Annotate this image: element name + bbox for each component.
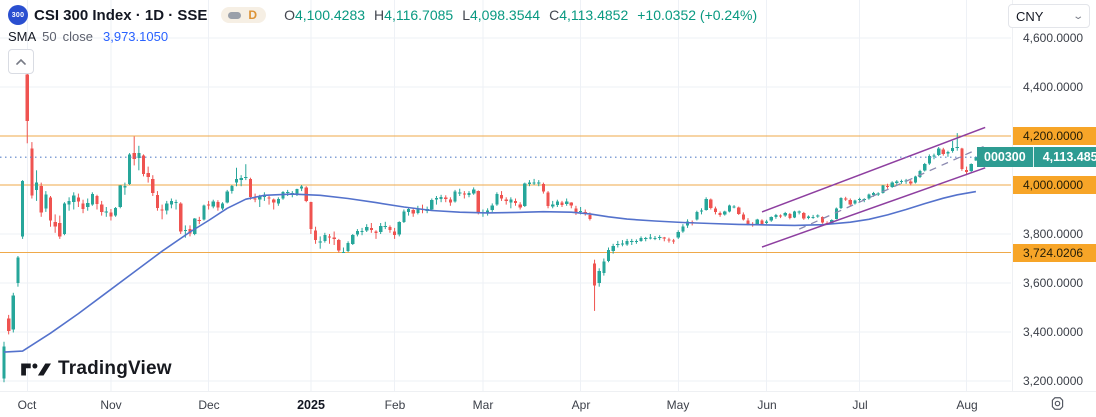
high-value: 4,116.7085 [384,7,454,23]
price-axis-label: 3,400.0000 [1023,325,1084,339]
currency-selector[interactable]: CNY ⌄ [1008,4,1090,28]
symbol-logo[interactable]: 300 [8,5,28,25]
indicator-source: close [62,29,93,44]
price-axis-label: 4,600.0000 [1023,31,1084,45]
symbol-header: 300 CSI 300 Index · 1D · SSE D O4,100.42… [8,5,757,25]
chevron-up-icon [16,58,26,65]
ohlc-readout: O4,100.4283 H4,116.7085 L4,098.3544 C4,1… [284,7,757,23]
time-axis-label: Dec [198,398,220,412]
last-price-label: 000300 4,113.4852 [977,147,1096,167]
horizontal-ray-price-badge: 4,200.0000 [1013,127,1096,145]
time-axis[interactable]: Oct Nov Dec 2025 Feb Mar Apr May Jun Jul Aug [0,391,1096,417]
indicator-legend[interactable]: SMA 50 close 3,973.1050 [8,29,168,44]
open-value: 4,100.4283 [294,7,366,23]
trend-channel[interactable] [761,126,986,248]
tradingview-logo-text: TradingView [58,358,172,379]
gear-icon [1051,396,1063,410]
chevron-down-icon: ⌄ [1071,10,1084,22]
open-label: O [284,7,295,23]
price-axis-label: 3,200.0000 [1023,374,1084,388]
time-axis-label: 2025 [297,398,325,412]
currency-value: CNY [1016,8,1044,24]
time-axis-label: Nov [100,398,122,412]
collapse-legend-button[interactable] [8,49,34,74]
time-axis-label: Apr [571,398,591,412]
series-ticker-tag: 000300 [977,147,1034,167]
indicator-period: 50 [42,29,57,44]
interval-label: D [248,8,258,22]
time-axis-label: Jul [852,398,868,412]
time-axis-label: Aug [956,398,978,412]
last-price-value: 4,113.4852 [1042,150,1096,164]
minus-icon [228,11,242,19]
time-axis-label: Jun [757,398,777,412]
indicator-value: 3,973.1050 [103,29,169,44]
price-axis[interactable]: 4,600.0000 4,400.0000 3,800.0000 3,600.0000… [1012,0,1096,391]
symbol-title[interactable]: CSI 300 Index · 1D · SSE [34,6,208,24]
tradingview-attribution[interactable]: TradingView [20,358,172,380]
tradingview-logo-icon [21,363,51,375]
interval-toggle[interactable]: D [221,7,267,23]
close-label: C [549,7,560,23]
price-axis-label: 3,600.0000 [1023,276,1084,290]
low-label: L [462,7,470,23]
sma50-line[interactable] [3,190,977,353]
time-axis-label: May [666,398,690,412]
close-value: 4,113.4852 [559,7,629,23]
change-value: +10.0352 (+0.24%) [637,7,758,23]
horizontal-ray-price-badge: 3,724.0206 [1013,244,1096,262]
horizontal-rays[interactable] [0,135,1011,254]
indicator-name: SMA [8,29,37,44]
price-scale-settings-button[interactable] [1046,392,1068,414]
time-axis-label: Mar [472,398,494,412]
time-axis-label: Feb [384,398,406,412]
high-label: H [374,7,385,23]
horizontal-ray-price-badge: 4,000.0000 [1013,176,1096,194]
low-value: 4,098.3544 [470,7,541,23]
price-axis-label: 3,800.0000 [1023,227,1084,241]
candles-layer [2,70,978,383]
time-axis-label: Oct [17,398,37,412]
price-axis-label: 4,400.0000 [1023,80,1084,94]
